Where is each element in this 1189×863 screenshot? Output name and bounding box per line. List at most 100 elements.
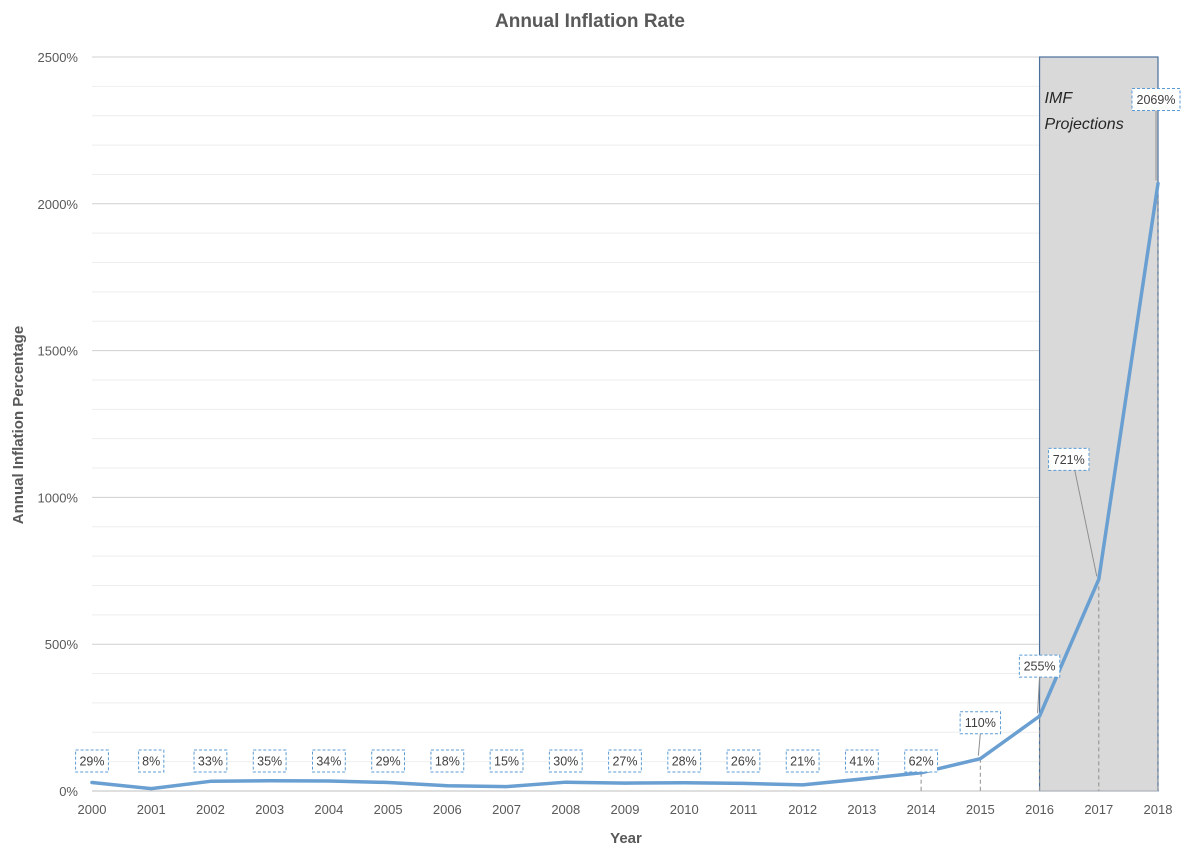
data-label-text: 41%: [849, 755, 874, 769]
data-label-box: [252, 749, 287, 773]
series-layer: [90, 181, 1160, 791]
data-label-text: 18%: [435, 755, 460, 769]
data-label: 15%: [489, 749, 524, 773]
data-point: [564, 780, 568, 784]
data-label-text: 29%: [376, 755, 401, 769]
data-label-text: 34%: [316, 755, 341, 769]
y-tick-label: 1000%: [38, 490, 79, 505]
y-axis-title: Annual Inflation Percentage: [10, 326, 27, 524]
x-tick-label: 2007: [492, 802, 521, 817]
data-point: [90, 780, 94, 784]
y-tick-label: 1500%: [38, 344, 79, 359]
x-tick-label: 2004: [314, 802, 343, 817]
data-label-box: [785, 749, 820, 773]
x-axis-title: Year: [610, 830, 642, 847]
data-label-text: 28%: [672, 755, 697, 769]
x-tick-label: 2016: [1025, 802, 1054, 817]
data-point: [860, 777, 864, 781]
data-label: 21%: [785, 749, 820, 773]
data-label-box: [138, 749, 165, 773]
data-label-box: [959, 711, 1002, 735]
data-label-text: 8%: [142, 755, 160, 769]
chart-title: Annual Inflation Rate: [495, 11, 685, 32]
x-tick-label: 2018: [1144, 802, 1173, 817]
data-point: [1097, 577, 1101, 581]
data-label: 30%: [548, 749, 583, 773]
data-label-box: [75, 749, 109, 773]
data-label-text: 35%: [257, 755, 282, 769]
data-label-text: 21%: [790, 755, 815, 769]
data-label-text: 26%: [731, 755, 756, 769]
x-tick-label: 2001: [137, 802, 166, 817]
x-tick-label: 2005: [374, 802, 403, 817]
data-label-leader: [1074, 470, 1098, 577]
data-label: 26%: [726, 749, 761, 773]
data-point: [505, 785, 509, 789]
data-label-box: [1131, 88, 1181, 112]
projection-label-line1: IMF: [1045, 90, 1074, 107]
series-line: [90, 181, 1160, 791]
grid-layer: [92, 56, 1158, 763]
data-point: [801, 783, 805, 787]
data-label-text: 721%: [1053, 453, 1085, 467]
x-tick-label: 2017: [1084, 802, 1113, 817]
data-label-text: 15%: [494, 755, 519, 769]
data-label: 8%: [138, 749, 165, 773]
data-label: 62%: [904, 749, 939, 773]
data-label-box: [1048, 447, 1090, 471]
data-label: 35%: [252, 749, 287, 773]
data-point: [268, 779, 272, 783]
x-tick-label: 2012: [788, 802, 817, 817]
data-label: 18%: [430, 749, 465, 773]
data-label: 33%: [193, 749, 228, 773]
data-label-text: 30%: [553, 755, 578, 769]
x-tick-label: 2011: [729, 802, 757, 817]
data-label-text: 62%: [909, 755, 934, 769]
data-label: 41%: [844, 749, 879, 773]
data-point: [1156, 182, 1160, 186]
x-tick-label: 2002: [196, 802, 225, 817]
projection-label-line2: Projections: [1045, 116, 1124, 133]
data-point: [682, 781, 686, 785]
data-label-layer: 29% 8% 33% 35% 34% 29% 18% 15% 30% 27% 28% 26% 21% 41…: [75, 88, 1181, 773]
data-label: 27%: [608, 749, 642, 773]
data-point: [445, 784, 449, 788]
data-label-leader: [977, 733, 981, 756]
data-point: [741, 781, 745, 785]
data-label-box: [489, 749, 524, 773]
data-point: [978, 757, 982, 761]
x-tick-label: 2000: [78, 802, 107, 817]
data-label-text: 33%: [198, 755, 223, 769]
data-label: 28%: [667, 749, 702, 773]
data-label-box: [608, 749, 642, 773]
data-point: [208, 779, 212, 783]
x-tick-label: 2009: [611, 802, 640, 817]
data-label-text: 2069%: [1137, 93, 1176, 107]
data-point: [1038, 714, 1042, 718]
data-label-box: [726, 749, 761, 773]
data-label: 2069%: [1131, 88, 1181, 181]
data-label: 34%: [311, 749, 346, 773]
x-tick-label: 2006: [433, 802, 462, 817]
data-label: 29%: [371, 749, 406, 773]
data-label: 255%: [1018, 654, 1061, 714]
data-label-box: [311, 749, 346, 773]
data-label-box: [430, 749, 465, 773]
data-label-text: 110%: [965, 716, 996, 730]
data-point: [623, 781, 627, 785]
x-tick-label: 2015: [966, 802, 995, 817]
data-label-box: [548, 749, 583, 773]
data-point: [149, 787, 153, 791]
data-label: 29%: [75, 749, 109, 773]
data-label-box: [904, 749, 939, 773]
y-tick-label: 0%: [59, 784, 78, 799]
data-label-box: [371, 749, 406, 773]
axis-layer: 0% 500% 1000% 1500% 2000% 2500% 2000 2001 2002 20…: [38, 50, 1173, 817]
data-label: 110%: [959, 711, 1002, 756]
data-label-leader: [1037, 677, 1041, 714]
data-label-box: [193, 749, 228, 773]
y-tick-label: 2500%: [38, 50, 79, 65]
data-label: 721%: [1048, 447, 1098, 577]
